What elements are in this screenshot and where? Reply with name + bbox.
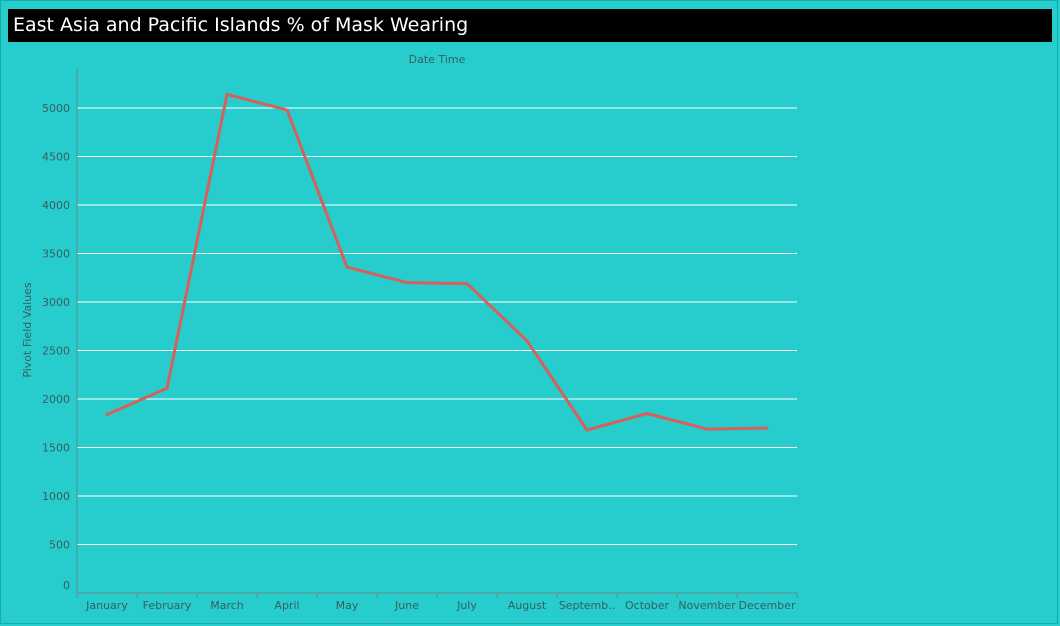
x-tick-label-june: June — [394, 599, 419, 612]
x-tick-label-january: January — [85, 599, 128, 612]
y-tick-labels: 0 500 1000 1500 2000 2500 3000 3500 4000 4500 5000 — [42, 102, 70, 592]
y-axis-title: Pivot Field Values — [21, 282, 34, 378]
x-tick-label-august: August — [508, 599, 547, 612]
x-tick-label-october: October — [625, 599, 669, 612]
series-month-values — [105, 92, 769, 432]
x-tick-label-march: March — [210, 599, 244, 612]
data-point-april — [285, 108, 289, 112]
data-point-february — [165, 386, 169, 390]
x-tick-label-may: May — [336, 599, 359, 612]
y-tick-label-2000: 2000 — [42, 393, 70, 406]
data-point-july — [465, 282, 469, 286]
data-point-march — [225, 92, 229, 96]
x-tick-label-november: November — [678, 599, 736, 612]
data-point-january — [105, 413, 109, 417]
page-title: East Asia and Pacific Islands % of Mask … — [8, 9, 1052, 42]
y-tick-label-4000: 4000 — [42, 199, 70, 212]
y-tick-label-500: 500 — [49, 539, 70, 552]
axes — [76, 68, 798, 598]
x-tick-label-april: April — [274, 599, 299, 612]
data-point-december — [765, 426, 769, 430]
data-point-may — [345, 265, 349, 269]
x-tick-label-september: Septemb.. — [559, 599, 616, 612]
data-point-june — [405, 281, 409, 285]
y-tick-label-1500: 1500 — [42, 442, 70, 455]
grid-lines — [77, 107, 797, 545]
y-tick-label-3000: 3000 — [42, 296, 70, 309]
y-tick-label-0: 0 — [63, 579, 70, 592]
y-tick-label-4500: 4500 — [42, 151, 70, 164]
data-point-september — [585, 428, 589, 432]
x-tick-label-july: July — [456, 599, 477, 612]
series-line — [105, 92, 769, 432]
x-tick-labels: January February March April May June July Augu… — [85, 599, 796, 612]
data-point-october — [645, 412, 649, 416]
x-tick-label-december: December — [738, 599, 796, 612]
x-tick-label-february: February — [143, 599, 192, 612]
y-tick-label-2500: 2500 — [42, 345, 70, 358]
y-tick-label-3500: 3500 — [42, 248, 70, 261]
data-point-november — [705, 427, 709, 431]
x-axis-title: Date Time — [409, 53, 466, 66]
data-point-august — [525, 339, 529, 343]
y-tick-label-1000: 1000 — [42, 490, 70, 503]
y-tick-label-5000: 5000 — [42, 102, 70, 115]
